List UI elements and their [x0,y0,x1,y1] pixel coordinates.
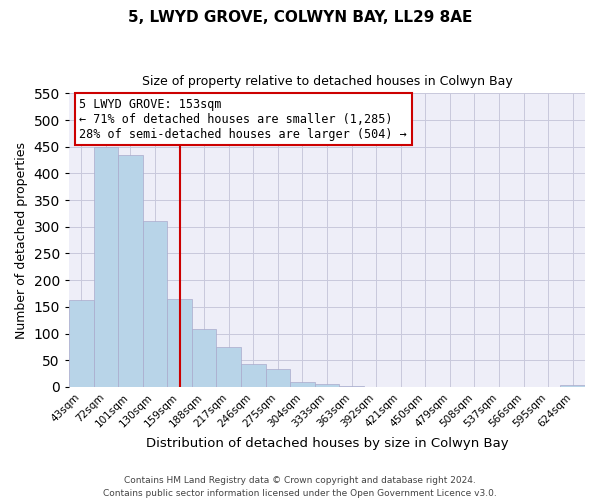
Bar [266,370,290,387]
Bar [290,382,314,387]
Bar [560,386,585,387]
Title: Size of property relative to detached houses in Colwyn Bay: Size of property relative to detached ho… [142,75,512,88]
Bar [314,384,339,387]
Bar [118,154,143,387]
Bar [217,347,241,387]
Bar [241,364,266,387]
Bar [192,330,217,387]
Bar [69,300,94,387]
X-axis label: Distribution of detached houses by size in Colwyn Bay: Distribution of detached houses by size … [146,437,508,450]
Bar [94,146,118,387]
Text: Contains HM Land Registry data © Crown copyright and database right 2024.
Contai: Contains HM Land Registry data © Crown c… [103,476,497,498]
Bar [167,299,192,387]
Y-axis label: Number of detached properties: Number of detached properties [15,142,28,338]
Text: 5 LWYD GROVE: 153sqm
← 71% of detached houses are smaller (1,285)
28% of semi-de: 5 LWYD GROVE: 153sqm ← 71% of detached h… [79,98,407,140]
Text: 5, LWYD GROVE, COLWYN BAY, LL29 8AE: 5, LWYD GROVE, COLWYN BAY, LL29 8AE [128,10,472,25]
Bar [339,386,364,387]
Bar [143,222,167,387]
